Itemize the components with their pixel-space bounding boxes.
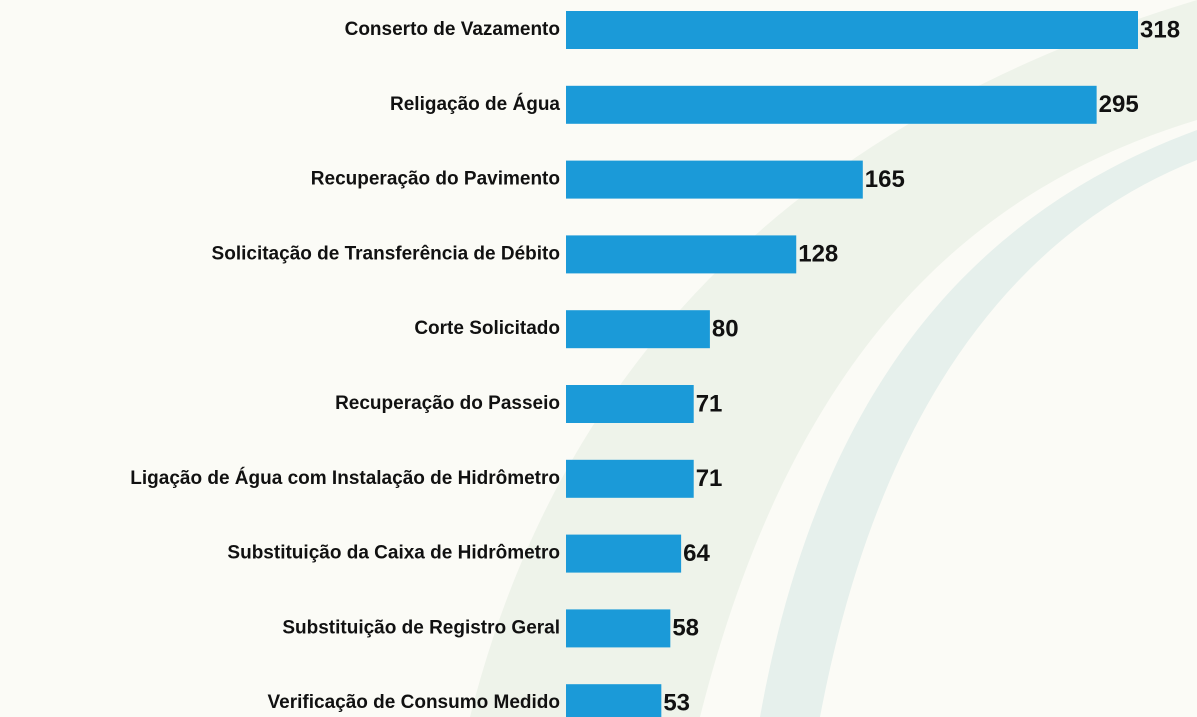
bar [566, 609, 671, 648]
value-label: 295 [1099, 91, 1139, 118]
value-label: 71 [696, 465, 723, 492]
bar [566, 684, 662, 717]
plot-area: Conserto de Vazamento 318 Religação de Águ… [130, 11, 1180, 717]
category-label: Ligação de Água com Instalação de Hidrôm… [130, 467, 560, 489]
value-label: 80 [712, 316, 739, 343]
bar [566, 385, 694, 423]
bar [566, 160, 863, 199]
value-label: 64 [683, 540, 710, 567]
category-label: Conserto de Vazamento [345, 19, 560, 40]
value-label: 58 [672, 615, 699, 642]
category-label: Recuperação do Pavimento [311, 169, 560, 190]
value-label: 128 [798, 241, 838, 268]
category-label: Corte Solicitado [414, 318, 560, 339]
value-label: 318 [1140, 16, 1180, 43]
value-label: 71 [696, 390, 723, 417]
bar [566, 11, 1138, 49]
bar [566, 85, 1097, 124]
bar [566, 534, 682, 573]
category-label: Substituição da Caixa de Hidrômetro [227, 543, 560, 564]
bar [566, 235, 797, 274]
category-label: Recuperação do Passeio [335, 393, 560, 414]
background-swoosh [760, 130, 1197, 717]
bar [566, 459, 694, 498]
category-label: Religação de Água [390, 93, 560, 115]
bar [566, 310, 710, 349]
value-label: 53 [663, 690, 690, 717]
category-label: Verificação de Consumo Medido [268, 692, 560, 713]
category-label: Solicitação de Transferência de Débito [212, 243, 560, 264]
value-label: 165 [865, 166, 905, 193]
category-label: Substituição de Registro Geral [282, 617, 560, 638]
